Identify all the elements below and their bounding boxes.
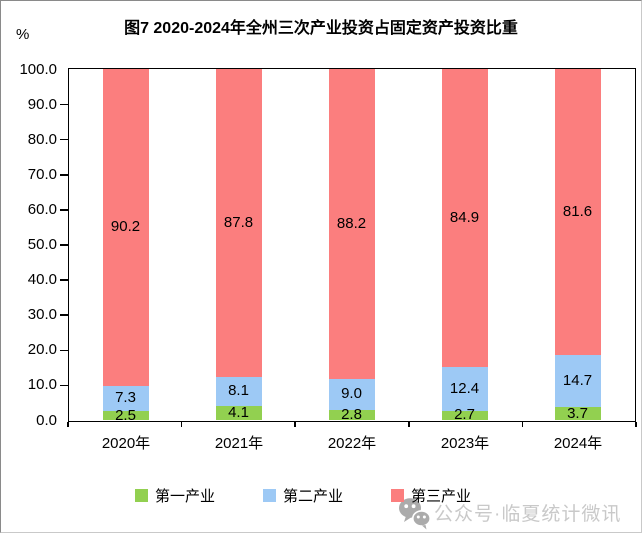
bar-segment bbox=[328, 69, 375, 379]
bar-data-label: 2.8 bbox=[341, 406, 362, 424]
plot-area: 2.5 7.3 90.2 4.1 8.1 87.8 2.8 9.0 88.2 2.7 12.4 84.… bbox=[68, 68, 636, 424]
y-axis-unit-label: % bbox=[16, 26, 30, 43]
bar-segment bbox=[102, 385, 149, 412]
bar-data-label: 3.7 bbox=[567, 404, 588, 422]
y-tick-label: 60.0 bbox=[27, 200, 57, 218]
y-tick bbox=[60, 244, 68, 246]
legend-label: 第一产业 bbox=[155, 488, 216, 505]
legend-item-secondary-industry: 第二产业 bbox=[263, 485, 343, 506]
legend: 第一产业 第二产业 第三产业 bbox=[135, 485, 471, 506]
y-tick bbox=[60, 103, 68, 106]
y-tick bbox=[60, 279, 68, 281]
x-tick bbox=[294, 422, 296, 427]
y-tick bbox=[60, 314, 68, 316]
bar-data-label: 12.4 bbox=[449, 379, 480, 397]
bar-segment bbox=[328, 378, 375, 411]
bar-segment bbox=[441, 69, 488, 367]
bar-segment bbox=[102, 69, 149, 386]
x-category-label: 2023年 bbox=[440, 435, 490, 452]
bar-segment bbox=[441, 410, 488, 420]
bar-data-label: 9.0 bbox=[341, 385, 362, 403]
y-tick-label: 100.0 bbox=[19, 60, 57, 78]
bar-segment bbox=[215, 405, 262, 420]
bar-data-label: 4.1 bbox=[228, 403, 249, 421]
bar-segment bbox=[554, 355, 601, 407]
y-tick-label: 80.0 bbox=[27, 130, 57, 148]
legend-label: 第二产业 bbox=[283, 488, 344, 505]
bar-data-label: 84.9 bbox=[449, 208, 480, 226]
y-tick-label: 40.0 bbox=[27, 271, 57, 289]
x-tick bbox=[521, 422, 524, 427]
y-tick-label: 20.0 bbox=[27, 341, 57, 359]
watermark-text: 公众号·临夏统计微讯 bbox=[434, 504, 622, 525]
y-tick bbox=[60, 349, 68, 352]
x-category-label: 2021年 bbox=[214, 435, 264, 452]
bar-segment bbox=[554, 407, 601, 420]
x-tick bbox=[180, 422, 183, 427]
y-tick-label: 10.0 bbox=[27, 376, 57, 394]
bar-segment bbox=[215, 377, 262, 406]
bar-data-label: 7.3 bbox=[115, 389, 136, 407]
legend-swatch-secondary-industry bbox=[263, 489, 277, 502]
y-tick bbox=[60, 209, 68, 211]
bar-segment bbox=[215, 69, 262, 378]
bar-segment bbox=[102, 411, 149, 420]
bar-data-label: 14.7 bbox=[562, 372, 593, 390]
legend-swatch-primary-industry bbox=[135, 489, 148, 502]
legend-swatch-tertiary-industry bbox=[391, 489, 405, 502]
y-tick-label: 90.0 bbox=[27, 95, 57, 113]
x-tick bbox=[67, 422, 69, 427]
y-tick-label: 70.0 bbox=[27, 165, 57, 183]
bar-segment bbox=[328, 410, 375, 420]
bar-data-label: 81.6 bbox=[562, 203, 593, 221]
bar-data-label: 87.8 bbox=[223, 214, 254, 232]
y-tick bbox=[60, 174, 68, 176]
bar-data-label: 88.2 bbox=[336, 214, 367, 232]
bar-data-label: 90.2 bbox=[110, 218, 141, 236]
legend-item-primary-industry: 第一产业 bbox=[135, 485, 215, 506]
x-category-label: 2020年 bbox=[101, 435, 151, 452]
legend-label: 第三产业 bbox=[411, 488, 472, 505]
x-tick bbox=[408, 422, 410, 427]
wechat-icon bbox=[399, 498, 431, 530]
x-category-label: 2024年 bbox=[553, 435, 603, 452]
y-tick-label: 30.0 bbox=[27, 306, 57, 324]
chart-title: 图7 2020-2024年全州三次产业投资占固定资产投资比重 bbox=[124, 20, 518, 37]
y-tick bbox=[60, 138, 68, 141]
bar-segment bbox=[554, 69, 601, 356]
x-category-label: 2022年 bbox=[327, 435, 377, 452]
y-tick-label: 50.0 bbox=[27, 236, 57, 253]
x-tick bbox=[635, 422, 637, 427]
y-tick bbox=[60, 384, 68, 387]
watermark: 公众号·临夏统计微讯 bbox=[397, 495, 622, 532]
bar-data-label: 8.1 bbox=[228, 382, 249, 400]
bar-data-label: 2.5 bbox=[115, 406, 136, 424]
legend-item-tertiary-industry: 第三产业 bbox=[391, 485, 471, 506]
bar-segment bbox=[441, 366, 488, 411]
bar-data-label: 2.7 bbox=[454, 406, 475, 424]
y-tick-label: 0.0 bbox=[36, 411, 57, 429]
